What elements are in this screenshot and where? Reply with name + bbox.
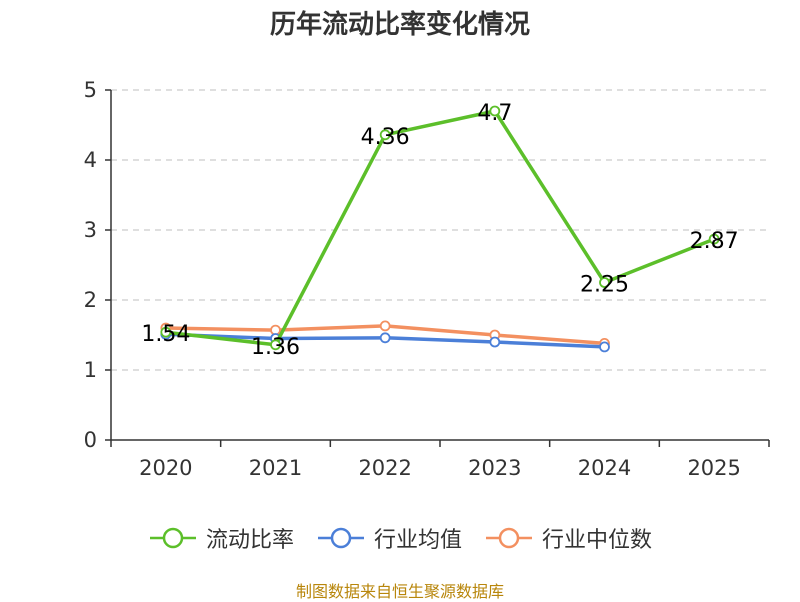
legend-item[interactable]: 行业均值 <box>316 522 462 554</box>
data-point <box>379 332 391 344</box>
data-point <box>599 277 610 288</box>
x-tick-label: 2021 <box>249 456 302 480</box>
data-point <box>489 336 501 348</box>
legend-label: 行业中位数 <box>542 528 653 553</box>
source-note: 制图数据来自恒生聚源数据库 <box>295 582 504 601</box>
x-tick-label: 2024 <box>578 456 631 480</box>
data-point <box>489 105 501 117</box>
x-tick-label: 2023 <box>468 456 521 480</box>
legend-label: 流动比率 <box>205 528 294 553</box>
y-tick-label: 4 <box>84 148 97 172</box>
legend-line-circle-icon <box>149 527 196 549</box>
data-label: 4.7 <box>477 101 512 126</box>
y-tick-label: 0 <box>84 428 97 452</box>
data-point <box>270 339 281 351</box>
legend-line-circle-icon <box>486 527 532 549</box>
y-tick-label: 5 <box>84 78 97 102</box>
data-label: 2.25 <box>580 273 629 298</box>
data-label: 2.87 <box>690 229 739 254</box>
legend-item[interactable]: 流动比率 <box>148 522 294 554</box>
y-tick-label: 3 <box>84 218 97 242</box>
chart-title: 历年流动比率变化情况 <box>269 10 530 40</box>
x-tick-label: 2020 <box>139 456 192 480</box>
x-tick-label: 2022 <box>358 456 411 480</box>
series-line <box>165 109 715 347</box>
data-label: 4.36 <box>361 125 410 150</box>
data-point <box>160 326 172 338</box>
legend-item[interactable]: 行业中位数 <box>484 522 652 554</box>
data-point <box>708 233 720 245</box>
legend-marker <box>330 527 352 549</box>
x-tick-label: 2025 <box>687 456 740 480</box>
data-point <box>379 320 391 332</box>
data-label: 1.54 <box>141 322 190 347</box>
y-tick-label: 2 <box>84 288 97 312</box>
chart-legend: 流动比率 行业均值 行业中位数 <box>0 518 800 558</box>
data-point <box>599 341 610 353</box>
data-point <box>379 129 391 141</box>
legend-marker <box>162 527 184 549</box>
legend-marker <box>498 527 520 549</box>
y-tick-label: 1 <box>84 358 97 382</box>
legend-label: 行业均值 <box>373 528 462 553</box>
data-label: 1.36 <box>251 335 300 360</box>
legend-line-circle-icon <box>317 527 364 549</box>
